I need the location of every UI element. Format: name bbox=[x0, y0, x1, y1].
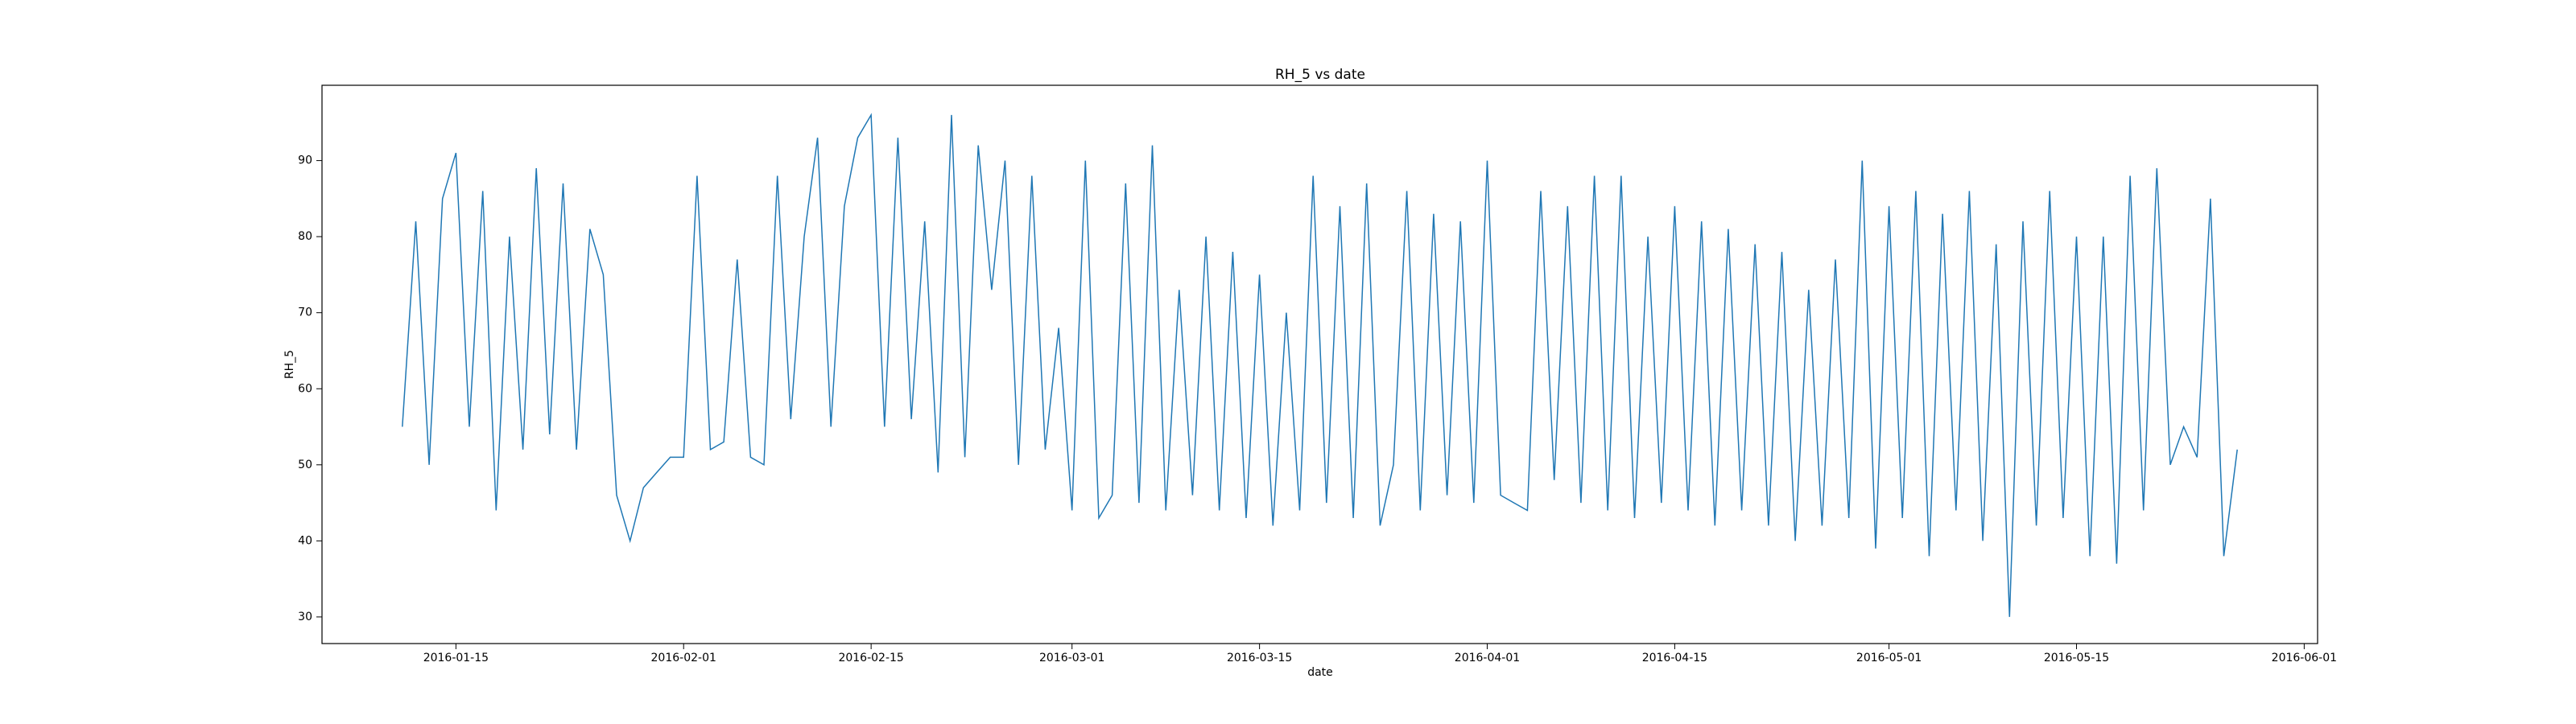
x-tick-label: 2016-02-15 bbox=[838, 652, 903, 664]
plot-frame bbox=[321, 84, 2318, 644]
data-line bbox=[402, 113, 2238, 617]
x-tick-label: 2016-01-15 bbox=[423, 652, 489, 664]
x-tick-label: 2016-06-01 bbox=[2272, 652, 2337, 664]
y-tick-label: 40 bbox=[298, 534, 312, 547]
x-tick-label: 2016-03-01 bbox=[1039, 652, 1104, 664]
y-tick-label: 60 bbox=[298, 382, 312, 395]
x-tick-label: 2016-04-01 bbox=[1455, 652, 1520, 664]
y-tick-label: 70 bbox=[298, 306, 312, 319]
x-tick-label: 2016-05-15 bbox=[2044, 652, 2109, 664]
chart-title: RH_5 vs date bbox=[1275, 67, 1365, 83]
x-tick-label: 2016-05-01 bbox=[1856, 652, 1922, 664]
x-tick-label: 2016-02-01 bbox=[651, 652, 716, 664]
y-tick-label: 80 bbox=[298, 230, 312, 243]
x-tick-label: 2016-04-15 bbox=[1642, 652, 1707, 664]
y-tick-label: 50 bbox=[298, 459, 312, 471]
x-tick-label: 2016-03-15 bbox=[1227, 652, 1292, 664]
x-axis-label: date bbox=[1307, 666, 1333, 679]
y-tick-label: 90 bbox=[298, 154, 312, 167]
y-tick-label: 30 bbox=[298, 611, 312, 623]
y-axis-label: RH_5 bbox=[283, 350, 296, 379]
